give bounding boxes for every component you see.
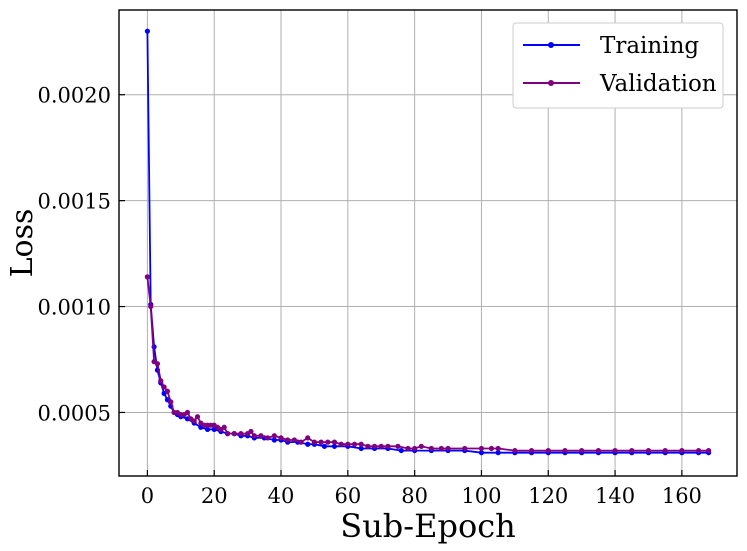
- data-point-validation: [144, 274, 150, 280]
- data-point-validation: [265, 435, 271, 441]
- x-tick-label: 100: [461, 484, 501, 508]
- data-point-validation: [385, 443, 391, 449]
- data-point-training: [358, 445, 364, 452]
- data-point-validation: [629, 447, 635, 454]
- x-tick-label: 140: [595, 484, 635, 508]
- data-point-validation: [595, 447, 601, 454]
- x-tick-label: 160: [662, 484, 702, 508]
- data-point-training: [495, 450, 501, 456]
- legend-label: Validation: [599, 71, 717, 97]
- data-point-validation: [251, 433, 257, 439]
- data-point-validation: [318, 439, 324, 445]
- data-point-training: [321, 443, 328, 449]
- legend: Training Validation: [512, 22, 724, 109]
- data-point-validation: [164, 388, 171, 394]
- y-axis-label: Loss: [5, 209, 40, 278]
- x-tick-label: 20: [201, 484, 228, 508]
- data-point-validation: [154, 361, 161, 367]
- data-point-validation: [488, 445, 495, 452]
- x-tick-label: 40: [268, 484, 295, 508]
- data-point-validation: [462, 445, 468, 452]
- data-point-validation: [365, 443, 371, 449]
- data-point-validation: [495, 445, 501, 452]
- x-tick-label: 120: [528, 484, 568, 508]
- legend-marker: [548, 42, 554, 48]
- legend-label: Training: [600, 33, 699, 59]
- data-point-validation: [562, 447, 568, 454]
- data-point-validation: [371, 443, 378, 449]
- legend-marker: [548, 80, 554, 86]
- data-point-validation: [194, 414, 201, 420]
- data-point-validation: [662, 447, 668, 454]
- x-tick-label: 0: [141, 484, 154, 508]
- data-point-validation: [679, 447, 685, 454]
- data-point-validation: [278, 435, 284, 441]
- data-point-validation: [221, 424, 227, 430]
- data-point-validation: [345, 441, 351, 447]
- data-point-validation: [579, 447, 585, 454]
- data-point-validation: [351, 441, 358, 447]
- data-point-validation: [428, 445, 434, 452]
- data-point-validation: [378, 443, 384, 449]
- data-point-validation: [285, 437, 291, 443]
- data-point-training: [271, 437, 277, 443]
- data-point-validation: [158, 378, 164, 384]
- data-point-validation: [395, 443, 401, 449]
- y-tick-label: 0.0020: [38, 84, 111, 108]
- data-point-validation: [258, 433, 264, 439]
- data-point-validation: [271, 433, 277, 439]
- data-point-training: [204, 426, 211, 432]
- data-point-training: [398, 447, 404, 454]
- data-point-training: [144, 28, 150, 34]
- data-point-validation: [512, 447, 518, 454]
- data-point-validation: [445, 445, 451, 452]
- data-point-validation: [358, 441, 364, 447]
- data-point-validation: [405, 445, 411, 452]
- x-axis-label: Sub-Epoch: [340, 507, 515, 545]
- data-point-validation: [645, 447, 652, 454]
- data-point-validation: [248, 428, 254, 435]
- legend-item-training: Training: [523, 33, 699, 59]
- series-layer: [144, 28, 712, 456]
- y-tick-label: 0.0015: [38, 190, 111, 214]
- data-point-validation: [338, 441, 344, 447]
- x-tick-label: 80: [401, 484, 428, 508]
- data-point-validation: [231, 431, 237, 437]
- data-point-validation: [311, 439, 318, 445]
- data-point-validation: [291, 437, 297, 443]
- ticks: 0 20 40 60 80 100 120 140 160 0.0005 0.0010 0.0015 0…: [38, 84, 702, 508]
- data-point-validation: [168, 399, 174, 405]
- data-point-validation: [706, 447, 712, 454]
- data-point-validation: [325, 439, 331, 445]
- data-point-validation: [238, 431, 244, 437]
- x-tick-label: 60: [334, 484, 361, 508]
- legend-item-validation: Validation: [523, 71, 717, 97]
- data-point-validation: [478, 445, 485, 452]
- data-point-validation: [612, 447, 618, 454]
- data-point-training: [305, 441, 311, 447]
- data-point-validation: [438, 445, 444, 452]
- data-point-validation: [305, 435, 311, 441]
- series-validation: [144, 274, 712, 454]
- data-point-training: [478, 450, 485, 456]
- data-point-validation: [418, 443, 424, 449]
- series-line-validation: [146, 276, 709, 452]
- data-point-validation: [191, 418, 197, 424]
- data-point-validation: [161, 384, 167, 390]
- y-tick-label: 0.0005: [38, 401, 111, 425]
- data-point-validation: [695, 447, 702, 454]
- data-point-validation: [412, 445, 418, 452]
- plot-frame: [118, 9, 738, 477]
- data-point-validation: [298, 439, 304, 445]
- data-point-training: [331, 443, 338, 449]
- data-point-validation: [224, 431, 231, 437]
- data-point-validation: [331, 439, 338, 445]
- data-point-validation: [545, 447, 551, 454]
- data-point-validation: [184, 409, 191, 416]
- data-point-validation: [148, 303, 154, 310]
- data-point-validation: [528, 447, 535, 454]
- y-tick-label: 0.0010: [38, 296, 111, 320]
